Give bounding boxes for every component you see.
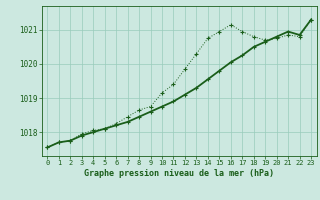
X-axis label: Graphe pression niveau de la mer (hPa): Graphe pression niveau de la mer (hPa) bbox=[84, 169, 274, 178]
